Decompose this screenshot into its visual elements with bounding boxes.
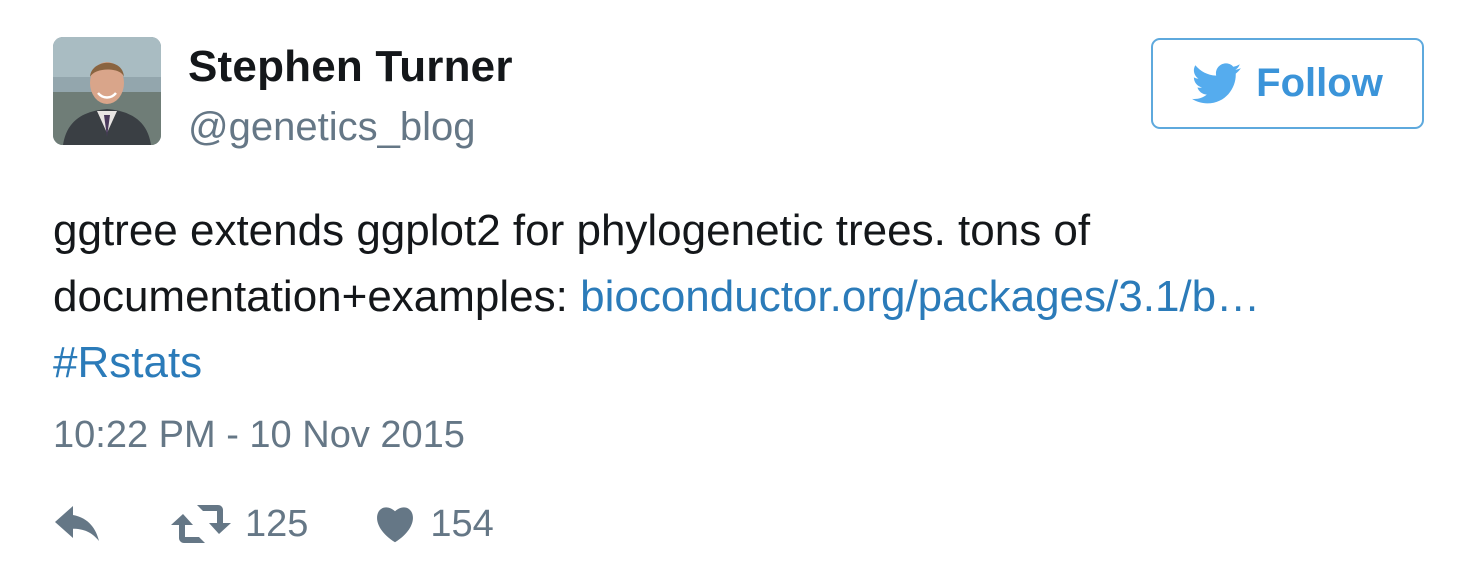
follow-button[interactable]: Follow bbox=[1151, 38, 1424, 129]
tweet-timestamp[interactable]: 10:22 PM - 10 Nov 2015 bbox=[53, 414, 465, 456]
reply-button[interactable] bbox=[53, 506, 105, 542]
heart-icon bbox=[377, 507, 414, 543]
retweet-button[interactable]: 125 bbox=[171, 503, 308, 546]
tweet-text-line-1: ggtree extends ggplot2 for phylogenetic … bbox=[53, 206, 1091, 255]
tweet-text-line-2: documentation+examples: bioconductor.org… bbox=[53, 264, 1433, 330]
hashtag-link[interactable]: #Rstats bbox=[53, 338, 203, 387]
author-handle[interactable]: @genetics_blog bbox=[188, 105, 476, 149]
retweet-icon bbox=[171, 505, 231, 543]
like-button[interactable]: 154 bbox=[374, 502, 494, 546]
tweet-text-line-3: #Rstats bbox=[53, 330, 1433, 396]
like-count: 154 bbox=[430, 502, 494, 545]
author-name[interactable]: Stephen Turner bbox=[188, 42, 513, 91]
follow-label: Follow bbox=[1256, 61, 1383, 105]
tweet-actions: 125 154 bbox=[53, 498, 494, 550]
tweet-text-prefix: documentation+examples: bbox=[53, 272, 581, 321]
twitter-bird-icon bbox=[1192, 62, 1242, 103]
tweet-url-link[interactable]: bioconductor.org/packages/3.1/b… bbox=[580, 272, 1261, 321]
tweet-text: ggtree extends ggplot2 for phylogenetic … bbox=[53, 198, 1433, 396]
retweet-count: 125 bbox=[245, 502, 309, 545]
reply-icon bbox=[55, 506, 99, 541]
avatar[interactable] bbox=[53, 37, 161, 145]
avatar-photo bbox=[53, 37, 161, 145]
